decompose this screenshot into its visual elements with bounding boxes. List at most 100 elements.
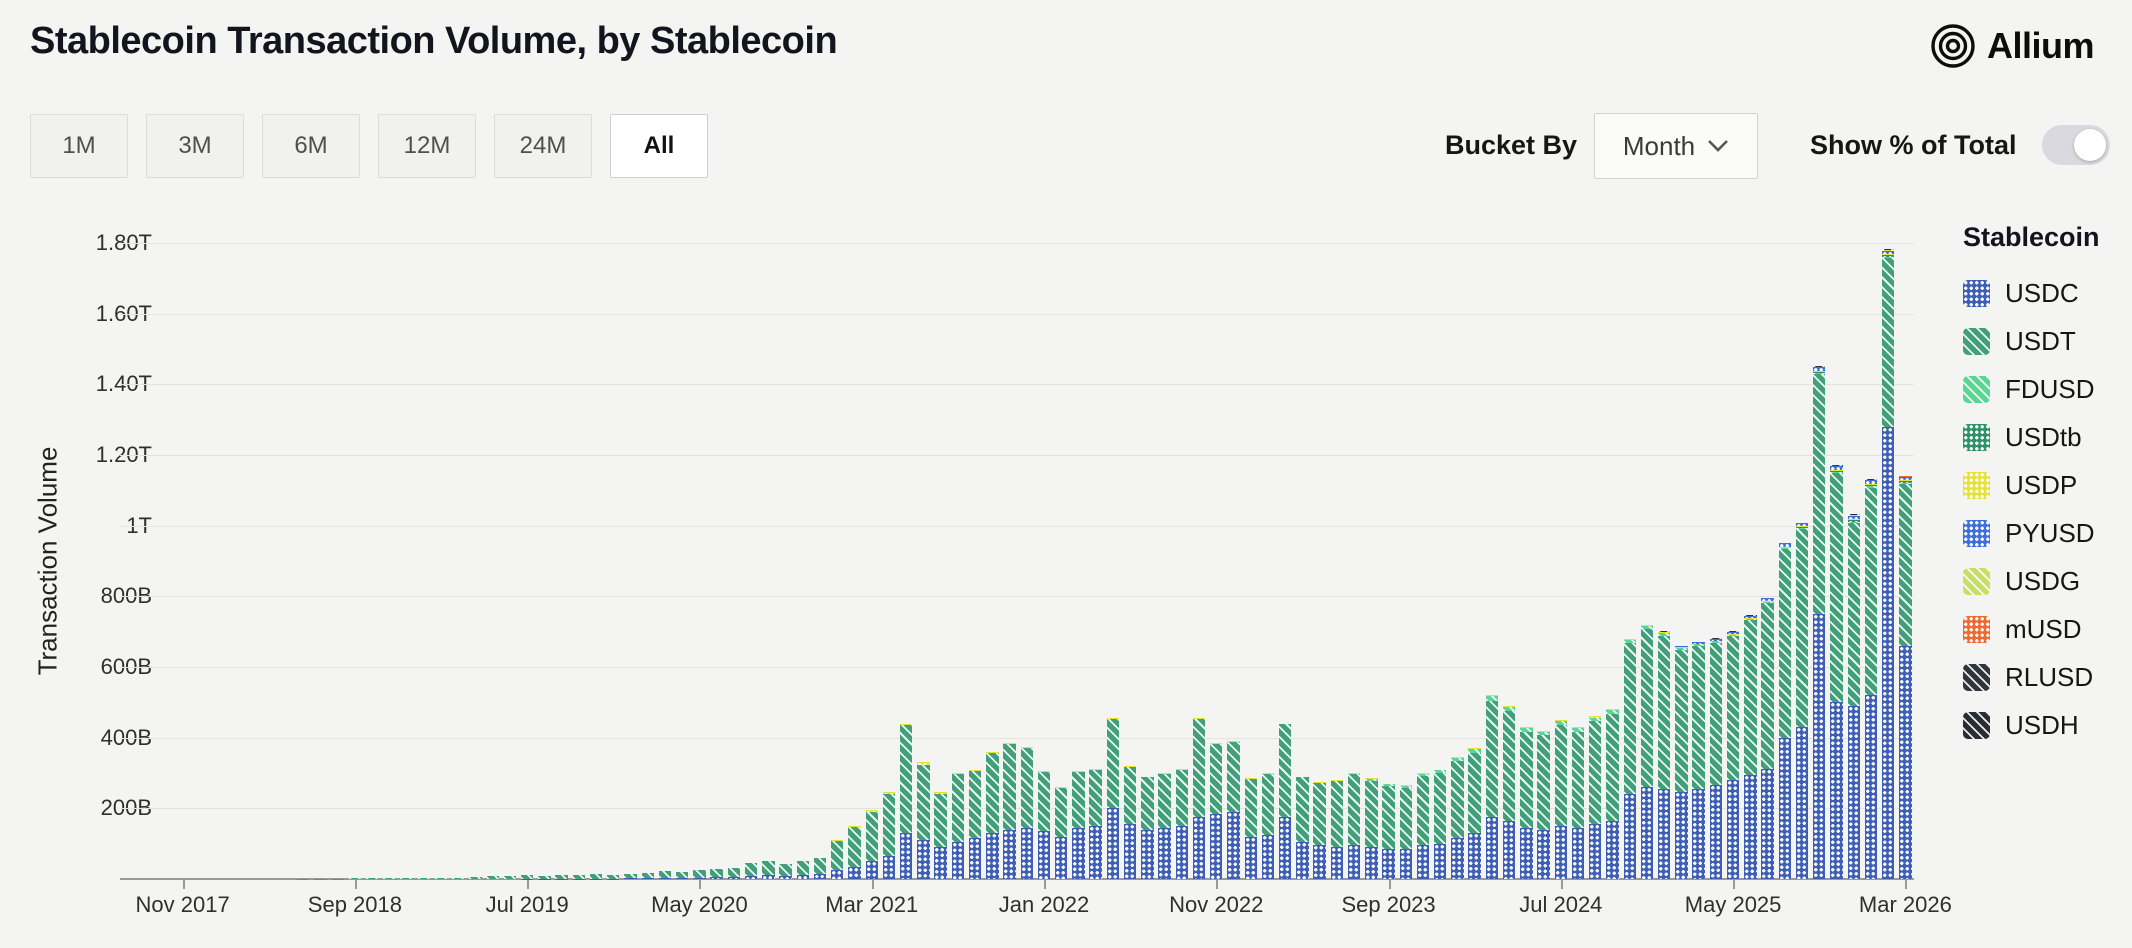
bar[interactable] — [1795, 522, 1809, 879]
bar[interactable] — [555, 875, 568, 879]
bar[interactable] — [1589, 716, 1602, 879]
bar[interactable] — [486, 876, 499, 879]
bar[interactable] — [1175, 769, 1188, 879]
bar[interactable] — [452, 877, 465, 879]
legend-item-usdp[interactable]: USDP — [1963, 461, 2100, 509]
bar[interactable] — [762, 861, 775, 879]
bar[interactable] — [848, 826, 861, 879]
bar[interactable] — [1227, 741, 1240, 879]
bar[interactable] — [1296, 776, 1309, 879]
legend-item-fdusd[interactable]: FDUSD — [1963, 365, 2100, 413]
range-button-all[interactable]: All — [610, 114, 708, 178]
bar[interactable] — [1830, 464, 1843, 879]
bar[interactable] — [710, 869, 723, 879]
bar[interactable] — [831, 840, 844, 879]
bar[interactable] — [1623, 638, 1636, 879]
bar[interactable] — [693, 870, 706, 879]
bar[interactable] — [1330, 780, 1344, 879]
bar[interactable] — [1347, 773, 1361, 879]
legend-item-rlusd[interactable]: RLUSD — [1963, 653, 2100, 701]
bar[interactable] — [1416, 773, 1430, 879]
bar[interactable] — [1278, 723, 1292, 879]
bar[interactable] — [1606, 709, 1619, 879]
bar[interactable] — [1485, 695, 1499, 879]
bar[interactable] — [1657, 631, 1671, 879]
legend-item-usdh[interactable]: USDH — [1963, 701, 2100, 749]
bar[interactable] — [1520, 727, 1533, 879]
bar[interactable] — [1261, 773, 1275, 879]
legend-item-usdg[interactable]: USDG — [1963, 557, 2100, 605]
bar[interactable] — [1158, 773, 1171, 879]
bar[interactable] — [1864, 479, 1878, 879]
bar[interactable] — [417, 878, 430, 879]
bar[interactable] — [1055, 787, 1068, 879]
bar[interactable] — [1537, 730, 1550, 879]
bar[interactable] — [1123, 765, 1137, 879]
bar[interactable] — [469, 876, 482, 879]
bar[interactable] — [1709, 638, 1723, 879]
bar[interactable] — [658, 870, 672, 879]
bar[interactable] — [1244, 778, 1257, 879]
bar[interactable] — [1210, 742, 1223, 879]
range-button-24m[interactable]: 24M — [494, 114, 592, 178]
bar[interactable] — [899, 723, 913, 879]
bar[interactable] — [779, 864, 792, 879]
bar[interactable] — [986, 751, 999, 879]
bar[interactable] — [813, 857, 827, 879]
bar[interactable] — [676, 871, 689, 879]
bar[interactable] — [1072, 771, 1085, 879]
bar[interactable] — [1020, 746, 1033, 879]
bar[interactable] — [1313, 781, 1326, 879]
bar[interactable] — [1881, 249, 1895, 879]
bar[interactable] — [1365, 778, 1378, 879]
bar[interactable] — [572, 874, 586, 879]
bar[interactable] — [1192, 718, 1206, 879]
bar[interactable] — [1468, 748, 1481, 879]
bar[interactable] — [589, 874, 603, 879]
bar[interactable] — [1141, 776, 1154, 879]
bar[interactable] — [1037, 771, 1051, 879]
legend-item-pyusd[interactable]: PYUSD — [1963, 509, 2100, 557]
bar[interactable] — [1554, 720, 1568, 879]
bar[interactable] — [624, 874, 637, 879]
bar[interactable] — [1726, 631, 1740, 879]
bar[interactable] — [727, 868, 741, 879]
legend-item-usdc[interactable]: USDC — [1963, 269, 2100, 317]
bar[interactable] — [865, 810, 878, 879]
legend-item-musd[interactable]: mUSD — [1963, 605, 2100, 653]
bar[interactable] — [968, 769, 982, 879]
bar[interactable] — [1451, 757, 1464, 879]
legend-item-usdt[interactable]: USDT — [1963, 317, 2100, 365]
bar[interactable] — [607, 874, 620, 879]
bar[interactable] — [1089, 769, 1102, 879]
bar[interactable] — [1640, 624, 1654, 879]
bar[interactable] — [1692, 641, 1705, 879]
bar[interactable] — [1847, 514, 1860, 879]
bar[interactable] — [365, 878, 379, 879]
range-button-6m[interactable]: 6M — [262, 114, 360, 178]
bar[interactable] — [1399, 785, 1412, 879]
bar[interactable] — [1434, 769, 1447, 879]
bar[interactable] — [641, 873, 654, 879]
bar[interactable] — [538, 875, 551, 879]
bar[interactable] — [951, 773, 965, 879]
bar[interactable] — [348, 878, 362, 879]
bar[interactable] — [1382, 783, 1395, 879]
bar[interactable] — [917, 762, 930, 879]
bar[interactable] — [383, 878, 396, 879]
bar[interactable] — [400, 878, 413, 879]
bar[interactable] — [1744, 615, 1757, 879]
bar[interactable] — [1778, 543, 1791, 879]
bar[interactable] — [882, 792, 896, 879]
range-button-12m[interactable]: 12M — [378, 114, 476, 178]
bar[interactable] — [744, 863, 758, 879]
bar[interactable] — [934, 792, 947, 879]
bar[interactable] — [434, 877, 448, 879]
bar[interactable] — [1003, 743, 1016, 879]
bar[interactable] — [1813, 366, 1826, 879]
bar[interactable] — [1106, 718, 1120, 879]
bar[interactable] — [796, 861, 809, 879]
bar[interactable] — [520, 875, 534, 879]
show-pct-toggle[interactable] — [2042, 125, 2110, 165]
range-button-1m[interactable]: 1M — [30, 114, 128, 178]
